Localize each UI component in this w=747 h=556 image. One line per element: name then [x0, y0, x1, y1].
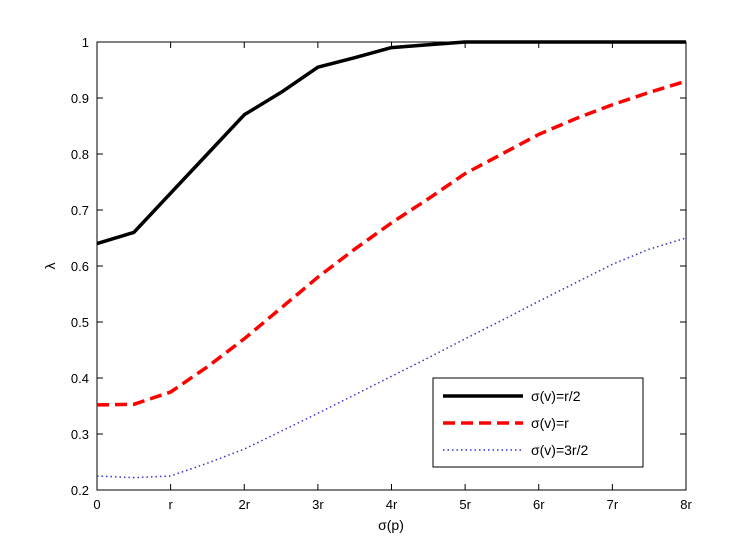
y-tick-label: 0.9 — [71, 91, 89, 106]
x-axis-label: σ(p) — [378, 517, 404, 533]
x-tick-label: 7r — [607, 497, 619, 512]
x-tick-label: 3r — [312, 497, 324, 512]
x-tick-label: 4r — [386, 497, 398, 512]
series-line-3 — [96, 237, 687, 479]
y-tick-label: 0.3 — [71, 427, 89, 442]
series-line-2 — [96, 79, 687, 407]
y-tick-label: 0.5 — [71, 315, 89, 330]
y-tick-label: 1 — [82, 35, 89, 50]
legend-label-3: σ(v)=3r/2 — [531, 442, 588, 458]
y-tick-label: 0.6 — [71, 259, 89, 274]
legend: σ(v)=r/2 σ(v)=r σ(v)=3r/2 — [432, 377, 644, 468]
series-line-1 — [96, 40, 686, 246]
y-tick-label: 0.7 — [71, 203, 89, 218]
legend-label-2: σ(v)=r — [531, 415, 569, 431]
x-tick-label: 5r — [459, 497, 471, 512]
series-layer — [96, 40, 687, 479]
x-tick-label: 6r — [533, 497, 545, 512]
y-axis-label: λ — [42, 263, 58, 270]
axes: 0 r 2r 3r 4r 5r 6r 7r 8r 0.2 0.3 0.4 0.5 0.6 0.7 0.8 0.9… — [71, 35, 693, 512]
y-tick-label: 0.8 — [71, 147, 89, 162]
x-tick-label: r — [168, 497, 173, 512]
x-tick-label: 8r — [680, 497, 692, 512]
y-tick-label: 0.2 — [71, 483, 89, 498]
y-tick-label: 0.4 — [71, 371, 89, 386]
x-tick-label: 0 — [93, 497, 100, 512]
legend-label-1: σ(v)=r/2 — [531, 388, 581, 404]
x-tick-label: 2r — [238, 497, 250, 512]
